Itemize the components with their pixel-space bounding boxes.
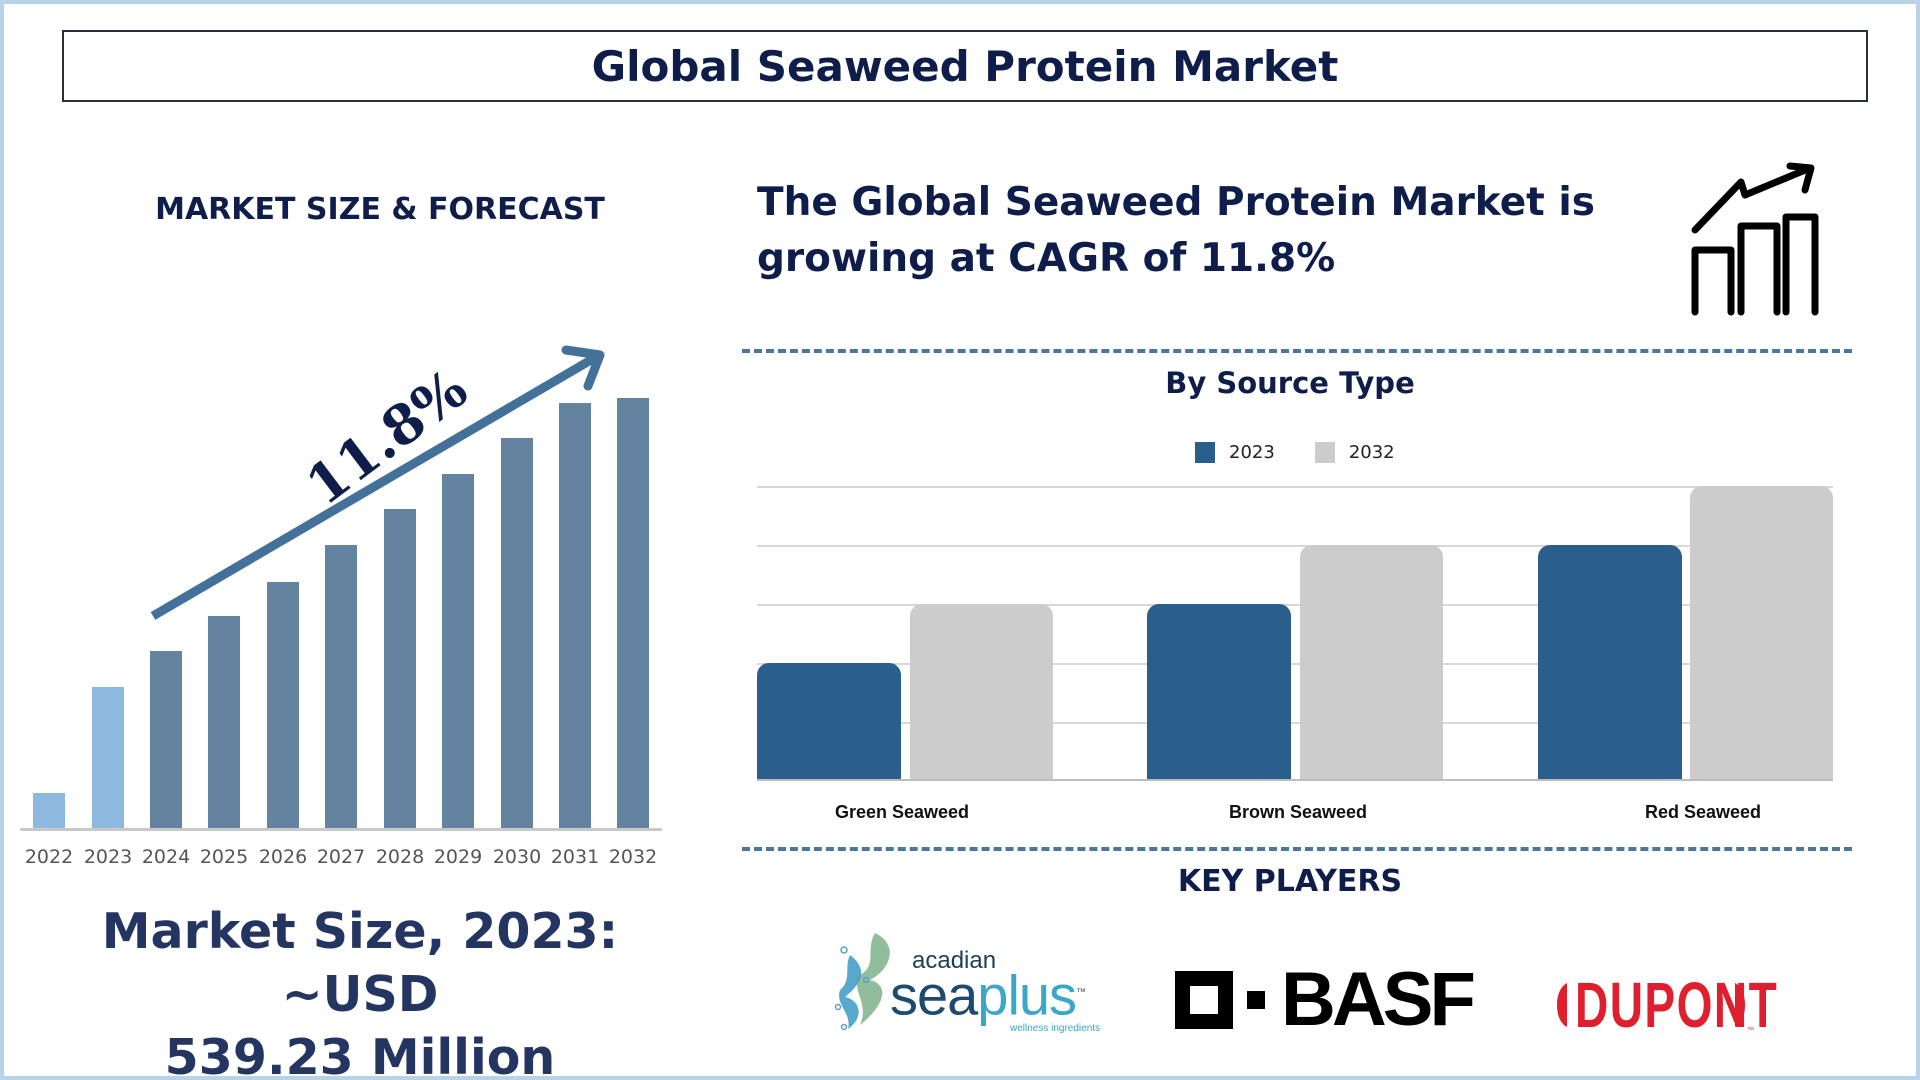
- bar-2025: [208, 616, 240, 828]
- gridline: [757, 604, 1833, 606]
- bar-2023: [92, 687, 124, 828]
- logo-text-plus: plus: [977, 963, 1077, 1027]
- trademark: ™: [1076, 987, 1086, 998]
- bar-2032: [617, 398, 649, 828]
- x-label-2028: 2028: [375, 846, 425, 868]
- dupont-oval-icon: [1557, 983, 1745, 1027]
- basf-logo-text: BASF: [1281, 957, 1476, 1042]
- page-title-box: Global Seaweed Protein Market: [62, 30, 1868, 102]
- legend-swatch-2023: [1195, 442, 1215, 463]
- x-label-2029: 2029: [433, 846, 483, 868]
- x-axis-line: [20, 828, 662, 831]
- basf-logo: BASF: [1175, 957, 1476, 1042]
- bar-brown-seaweed-2023: [1147, 604, 1291, 780]
- cagr-line-1: The Global Seaweed Protein Market is: [757, 180, 1595, 225]
- legend-label-2023: 2023: [1229, 442, 1275, 463]
- category-label-red-seaweed: Red Seaweed: [1644, 802, 1762, 822]
- x-label-2022: 2022: [24, 846, 74, 868]
- dupont-logo: DUPONT ™: [1545, 965, 1777, 1045]
- bar-brown-seaweed-2032: [1300, 545, 1443, 780]
- x-label-2024: 2024: [141, 846, 191, 868]
- x-axis-line: [757, 779, 1833, 781]
- gridline: [757, 722, 1833, 724]
- key-players-heading: KEY PLAYERS: [1177, 864, 1403, 899]
- page-title: Global Seaweed Protein Market: [591, 41, 1339, 91]
- bar-red-seaweed-2023: [1538, 545, 1682, 780]
- seaweed-logo-icon: [834, 933, 890, 1031]
- market-size-line-2: 539.23 Million: [164, 1029, 556, 1080]
- bar-chart-growth-icon: [1691, 162, 1819, 316]
- gridline: [757, 486, 1833, 488]
- market-size-forecast-heading: MARKET SIZE & FORECAST: [155, 192, 605, 227]
- bar-2030: [501, 438, 533, 828]
- bar-red-seaweed-2032: [1690, 486, 1833, 780]
- bar-green-seaweed-2023: [757, 663, 901, 780]
- legend-swatch-2032: [1314, 442, 1335, 463]
- section-divider-bottom: [742, 847, 1852, 851]
- bar-2022: [33, 793, 65, 828]
- basf-square-outline-icon: [1175, 971, 1233, 1029]
- x-label-2026: 2026: [258, 846, 308, 868]
- x-label-2027: 2027: [316, 846, 366, 868]
- logo-text-acadian: acadian: [912, 947, 997, 974]
- market-size-value: Market Size, 2023: ~USD 539.23 Million: [20, 900, 700, 1080]
- logo-tagline: wellness ingredients: [1010, 1023, 1101, 1034]
- section-divider-top: [742, 349, 1852, 353]
- category-label-green-seaweed: Green Seaweed: [834, 802, 970, 822]
- x-label-2023: 2023: [83, 846, 133, 868]
- category-label-brown-seaweed: Brown Seaweed: [1228, 802, 1368, 822]
- bar-2024: [150, 651, 182, 828]
- x-label-2032: 2032: [608, 846, 658, 868]
- bar-2026: [267, 582, 299, 828]
- dupont-logo-text: DUPONT: [1575, 969, 1779, 1041]
- legend-item-2023: 2023: [1195, 442, 1275, 463]
- bar-2027: [325, 545, 357, 828]
- bar-2028: [384, 509, 416, 828]
- basf-square-dot-icon: [1247, 991, 1265, 1009]
- logo-text-sea: sea: [890, 963, 978, 1027]
- segment-chart-title: By Source Type: [1165, 366, 1415, 400]
- cagr-statement: The Global Seaweed Protein Market is gro…: [757, 175, 1717, 287]
- gridline: [757, 663, 1833, 665]
- bar-2031: [559, 403, 591, 828]
- trademark: ™: [1747, 1027, 1754, 1034]
- gridline: [757, 545, 1833, 547]
- x-label-2030: 2030: [492, 846, 542, 868]
- acadian-seaplus-logo: acadian seaplus™ wellness ingredients: [830, 925, 1150, 1035]
- market-size-line-1: Market Size, 2023: ~USD: [101, 903, 619, 1023]
- bar-2029: [442, 474, 474, 828]
- chart-legend: 2023 2032: [1195, 442, 1425, 463]
- x-label-2025: 2025: [199, 846, 249, 868]
- x-label-2031: 2031: [550, 846, 600, 868]
- cagr-line-2: growing at CAGR of 11.8%: [757, 236, 1336, 281]
- legend-label-2032: 2032: [1348, 442, 1395, 463]
- bar-green-seaweed-2032: [910, 604, 1053, 780]
- logo-text-seaplus: seaplus™: [890, 963, 1086, 1027]
- growth-arrow-icon: [150, 345, 605, 620]
- legend-item-2032: 2032: [1314, 442, 1395, 463]
